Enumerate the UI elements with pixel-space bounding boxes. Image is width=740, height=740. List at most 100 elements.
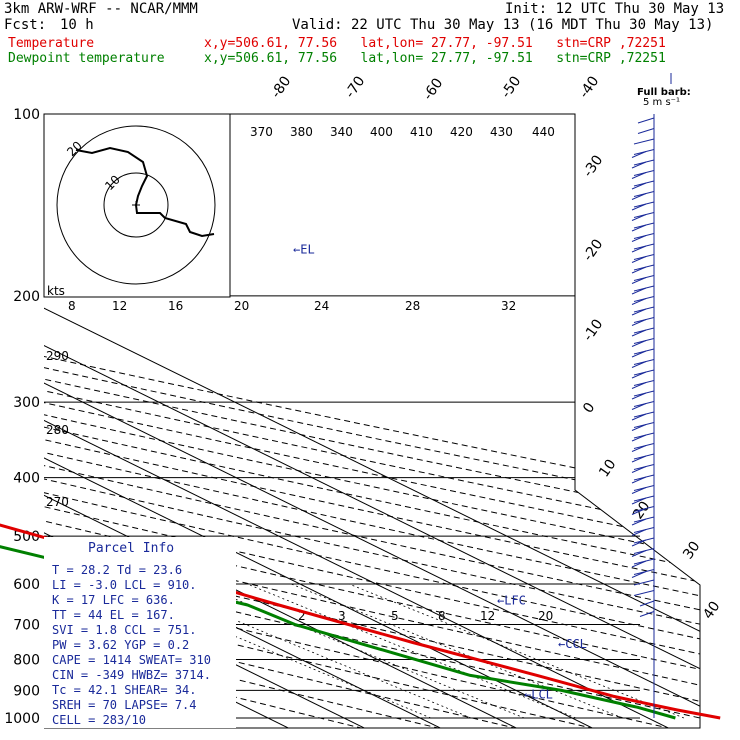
wind-barb-flag	[631, 203, 647, 211]
hodograph-ring-inner	[103, 172, 169, 238]
isotherm-line	[44, 114, 523, 728]
wind-barb-flag	[631, 235, 647, 242]
wind-barb-flag	[631, 434, 647, 442]
wind-barb	[633, 138, 655, 145]
wind-barb	[639, 611, 655, 617]
parcel-row: PW = 3.62 YGP = 0.2	[52, 638, 189, 652]
legend-temperature: Temperature	[8, 36, 95, 51]
wind-barb-flag	[631, 508, 647, 515]
mixing-ratio-line	[348, 583, 685, 719]
barb-legend-units: 5 m s⁻¹	[643, 97, 680, 108]
wind-barb-flag	[631, 256, 647, 263]
parcel-row: CIN = -349 HWBZ= 3714.	[52, 668, 211, 682]
isotherm-label: -80	[268, 73, 294, 101]
theta-label: 430	[490, 125, 513, 139]
hodograph-speed-label: 24	[314, 299, 329, 313]
wind-barb-flag	[631, 298, 647, 305]
wind-barb-flag	[631, 193, 647, 200]
legend-dewpoint-location: x,y=506.61, 77.56 lat,lon= 27.77, -97.51…	[204, 51, 666, 66]
wind-barb-flag	[631, 518, 647, 526]
hodograph-inset: 20 10 kts	[43, 113, 231, 298]
parcel-row: SVI = 1.8 CCL = 751.	[52, 623, 197, 637]
isotherm-label: -40	[576, 73, 602, 101]
wind-barb-flag	[631, 550, 647, 557]
pressure-tick-label: 200	[13, 289, 40, 305]
hodograph-speed-label: 20	[234, 299, 249, 313]
hodograph-trace-upper	[75, 146, 149, 206]
wind-barb-flag	[631, 350, 647, 358]
wind-barb-flag	[631, 287, 647, 295]
parcel-row: K = 17 LFC = 636.	[52, 593, 175, 607]
isotherm-label: 0	[580, 400, 598, 416]
dry-adiabat	[44, 114, 700, 728]
wind-barb	[633, 579, 655, 586]
isotherm-label: -30	[580, 152, 606, 180]
theta-label: 380	[290, 125, 313, 139]
mixing-ratio-label: 20	[538, 609, 553, 623]
theta-label: 400	[370, 125, 393, 139]
wind-barb	[633, 590, 655, 596]
wind-barb-flag	[631, 382, 647, 389]
wind-barb-flag	[631, 392, 647, 400]
parcel-row: CAPE = 1414 SWEAT= 310	[52, 653, 211, 667]
wind-barb-flag	[631, 445, 647, 452]
wind-barb-flag	[631, 224, 647, 232]
mixing-ratio-label: 3	[338, 609, 346, 623]
isotherm-label: -70	[342, 73, 368, 101]
wind-barb-flag	[631, 424, 647, 431]
forecast-label: Fcst:	[4, 17, 47, 33]
pressure-tick-label: 300	[13, 395, 40, 411]
ccl-marker: ←CCL	[558, 637, 587, 651]
theta-label: 410	[410, 125, 433, 139]
wind-barb-flag	[631, 476, 647, 484]
dry-adiabat	[44, 114, 682, 728]
parcel-row: LI = -3.0 LCL = 910.	[52, 578, 197, 592]
dry-adiabat	[44, 114, 700, 728]
isotherm-label: -60	[420, 75, 446, 103]
wind-barb-flag	[631, 151, 647, 158]
isotherm-label: -20	[580, 236, 606, 264]
plot-frame	[44, 113, 701, 729]
wind-barb-flag	[631, 172, 647, 179]
parcel-row: CELL = 283/10	[52, 713, 146, 727]
lcl-marker: ←LCL	[524, 687, 553, 701]
parcel-row: T = 28.2 Td = 23.6	[52, 563, 182, 577]
barb-legend-title: Full barb:	[637, 87, 691, 98]
dewpoint-line	[0, 545, 676, 720]
wind-barb-flag	[631, 371, 647, 379]
wind-barb-flag	[631, 308, 647, 316]
mixing-ratio-label: 5	[391, 609, 399, 623]
dry-adiabat	[44, 114, 700, 728]
parcel-row: Tc = 42.1 SHEAR= 34.	[52, 683, 197, 697]
wind-barb-flag	[631, 539, 647, 547]
mixing-ratio-label: 8	[438, 609, 446, 623]
wind-barb-flag	[631, 266, 647, 274]
isotherm-label: 40	[700, 599, 723, 623]
wind-barb-flag	[631, 413, 647, 421]
isotherm-label: -10	[580, 316, 606, 344]
wind-barb-flag	[631, 214, 647, 221]
isotherm-label: 30	[680, 539, 703, 563]
parcel-row: SREH = 70 LAPSE= 7.4	[52, 698, 197, 712]
isotherm-line	[44, 114, 599, 728]
valid-time: Valid: 22 UTC Thu 30 May 13 (16 MDT Thu …	[292, 17, 714, 33]
wind-barbs	[631, 114, 655, 718]
wind-barb-flag	[631, 245, 647, 253]
dry-adiabat	[44, 114, 605, 728]
parcel-row: TT = 44 EL = 167.	[52, 608, 175, 622]
pressure-tick-label: 800	[13, 652, 40, 668]
temperature-line	[0, 523, 721, 720]
hodograph-speed-label: 12	[112, 299, 127, 313]
el-marker: ←EL	[293, 243, 315, 257]
theta-label: 420	[450, 125, 473, 139]
wind-barb-flag	[631, 340, 647, 347]
wind-barb-flag	[631, 497, 647, 505]
hodograph-speed-label: 8	[68, 299, 76, 313]
theta-label: 440	[532, 125, 555, 139]
wind-barb-flag	[631, 455, 647, 463]
pressure-tick-label: 700	[13, 617, 40, 633]
pressure-tick-label: 400	[13, 471, 40, 487]
theta-label: 340	[330, 125, 353, 139]
wind-barb-flag	[631, 277, 647, 284]
